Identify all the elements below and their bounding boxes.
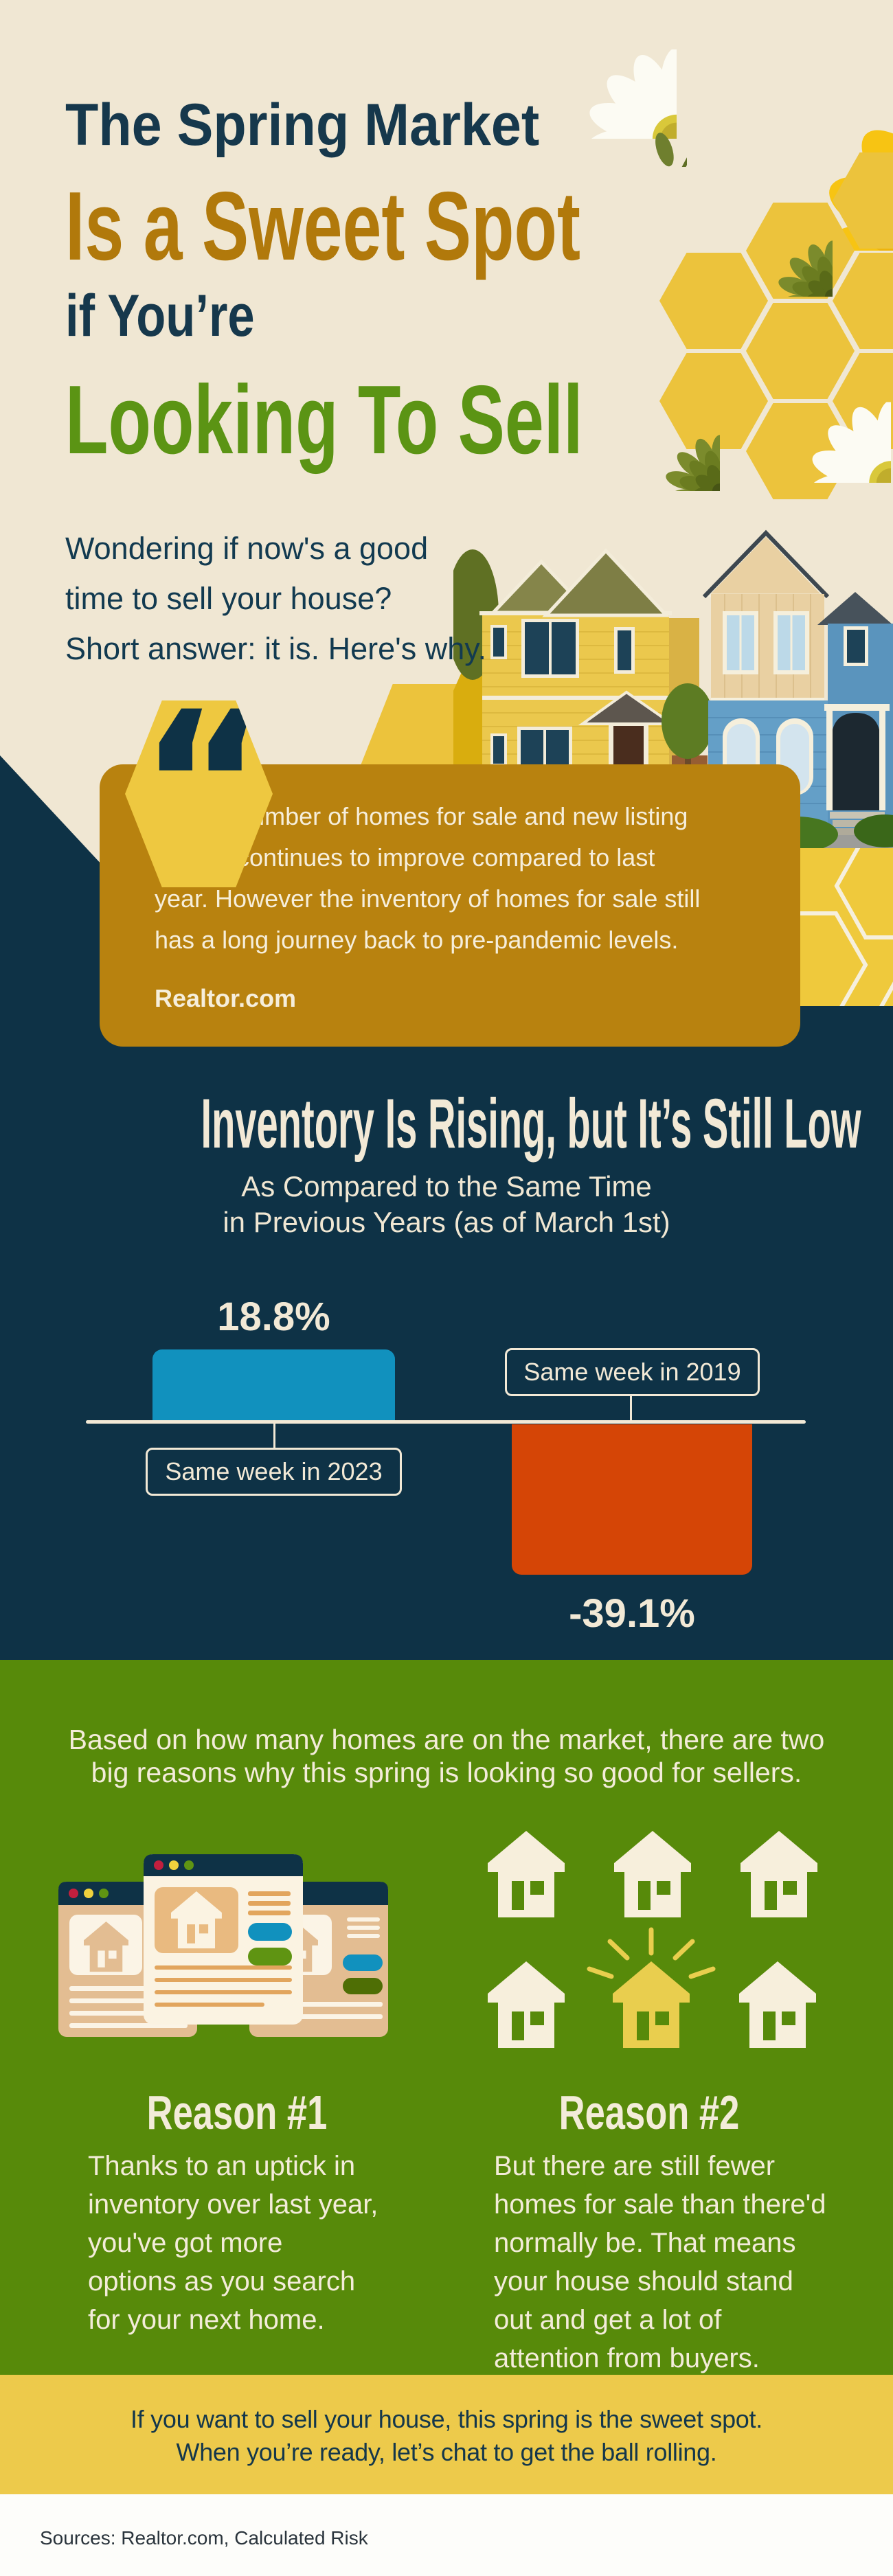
title-line-2: Is a Sweet Spot — [65, 172, 580, 281]
reason-text-line: But there are still fewer — [494, 2151, 776, 2181]
bar-2023 — [152, 1349, 395, 1422]
house-icons-grid-illustration — [488, 1831, 817, 2048]
honeycomb-hexagon — [746, 303, 855, 399]
highlight-rays — [587, 1927, 716, 1979]
chart-subtitle-line: in Previous Years (as of March 1st) — [223, 1206, 670, 1238]
bar-2019 — [512, 1424, 752, 1575]
category-label-2023: Same week in 2023 — [146, 1448, 402, 1496]
reason-text-line: Thanks to an uptick in — [88, 2151, 356, 2181]
reason-text-line: options as you search — [88, 2266, 356, 2296]
cta-line: If you want to sell your house, this spr… — [131, 2405, 762, 2433]
quote-text-line: year. However the inventory of homes for… — [155, 885, 701, 913]
sources-text: Sources: Realtor.com, Calculated Risk — [40, 2527, 368, 2549]
svg-text:“: “ — [144, 706, 261, 843]
cta-banner-background — [0, 2375, 893, 2494]
reasons-intro-line: big reasons why this spring is looking s… — [91, 1757, 802, 1788]
cta-line: When you’re ready, let’s chat to get the… — [176, 2438, 717, 2466]
reason-text-line: homes for sale than there'd — [494, 2189, 826, 2220]
quote-attribution: Realtor.com — [155, 984, 297, 1012]
label-connector-2023 — [273, 1422, 275, 1449]
title-line-3: if You’re — [65, 283, 255, 349]
quote-hexagon-badge: “ — [125, 700, 273, 887]
footer-background — [0, 2494, 893, 2576]
category-label-text: Same week in 2023 — [165, 1457, 383, 1485]
reason-1-heading: Reason #1 — [146, 2086, 328, 2139]
reason-text-line: inventory over last year, — [88, 2189, 378, 2220]
reason-2-heading: Reason #2 — [558, 2086, 740, 2139]
reason-text-line: for your next home. — [88, 2305, 325, 2335]
chart-axis-line — [86, 1420, 806, 1424]
orange-gerbera-image — [855, 155, 893, 340]
reason-2-text: But there are still fewer homes for sale… — [494, 2147, 826, 2378]
reason-text-line: you've got more — [88, 2228, 283, 2258]
reasons-intro-line: Based on how many homes are on the marke… — [68, 1724, 825, 1755]
listing-browser-windows-illustration — [58, 1854, 388, 2037]
intro-line: time to sell your house? — [65, 581, 392, 616]
green-chrysanthemum-image — [716, 180, 833, 297]
reason-text-line: normally be. That means — [494, 2228, 796, 2258]
reason-text-line: out and get a lot of — [494, 2305, 722, 2335]
intro-line: Wondering if now's a good — [65, 531, 429, 566]
quote-icon: “ — [144, 706, 261, 843]
bar-value-2019: -39.1% — [569, 1591, 695, 1636]
intro-paragraph: Wondering if now's a good time to sell y… — [65, 523, 486, 674]
green-chrysanthemum-image — [603, 374, 720, 491]
category-label-text: Same week in 2019 — [523, 1358, 741, 1386]
reason-text-line: your house should stand — [494, 2266, 793, 2296]
quote-text-line: has a long journey back to pre-pandemic … — [155, 926, 679, 954]
reason-text-line: attention from buyers. — [494, 2343, 760, 2373]
bar-value-2023: 18.8% — [217, 1295, 330, 1339]
title-line-1: The Spring Market — [65, 92, 540, 158]
reason-1-text: Thanks to an uptick in inventory over la… — [88, 2147, 378, 2339]
title-line-4: Looking To Sell — [65, 365, 583, 475]
chart-heading: Inventory Is Rising, but It’s Still Low — [201, 1084, 861, 1163]
honeycomb-photo-patch — [800, 848, 893, 1006]
leaf-sprig-image — [584, 54, 687, 167]
label-connector-2019 — [630, 1396, 632, 1423]
intro-line: Short answer: it is. Here's why. — [65, 631, 486, 666]
chart-subtitle-line: As Compared to the Same Time — [241, 1170, 652, 1202]
category-label-2019: Same week in 2019 — [505, 1348, 760, 1396]
